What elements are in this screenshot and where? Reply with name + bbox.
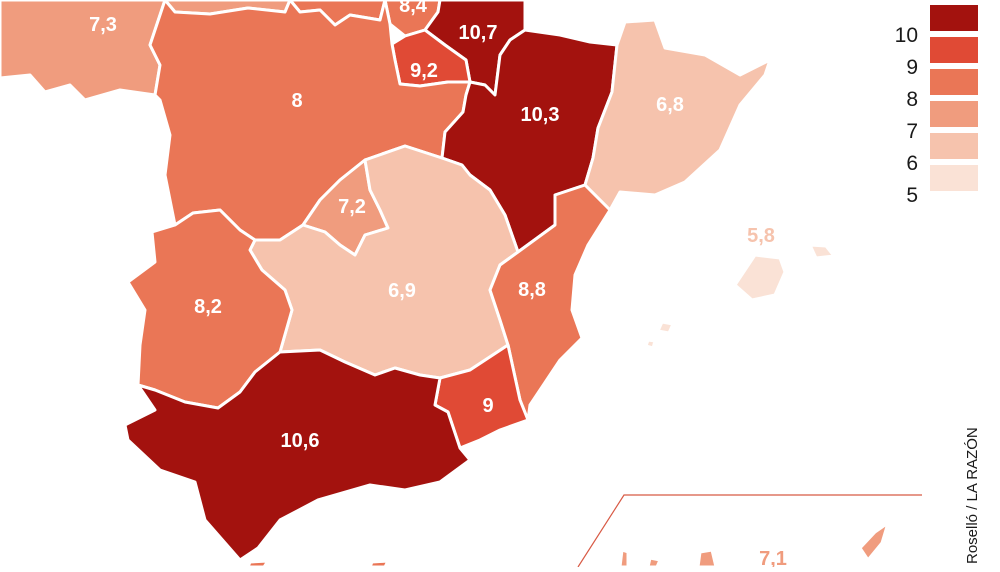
label-extremadura: 8,2 [194, 296, 222, 318]
color-legend: 10 9 8 7 6 5 [895, 5, 978, 207]
legend-swatch-5 [930, 165, 978, 191]
label-pais-vasco: 8,4 [399, 0, 428, 17]
label-canarias: 7,1 [759, 548, 787, 567]
legend-swatch-6 [930, 133, 978, 159]
label-andalucia: 10,6 [281, 430, 320, 452]
label-madrid: 7,2 [338, 196, 366, 218]
region-canarias [618, 521, 890, 569]
legend-tick-6: 6 [906, 152, 918, 175]
credit-text: Roselló / LA RAZÓN [964, 427, 981, 564]
label-galicia: 7,3 [89, 14, 117, 36]
region-melilla [368, 559, 390, 569]
region-comunidad-valenciana [488, 183, 612, 422]
legend-tick-7: 7 [906, 120, 918, 143]
label-navarra: 10,7 [459, 22, 498, 44]
label-castilla-y-leon: 8 [291, 90, 302, 112]
label-comunidad-valenciana: 8,8 [518, 279, 546, 301]
legend-swatch-8 [930, 69, 978, 95]
label-aragon: 10,3 [521, 104, 560, 126]
region-cataluna [583, 18, 772, 212]
legend-tick-9: 9 [906, 56, 918, 79]
region-ceuta [246, 559, 270, 569]
legend-swatch-9 [930, 37, 978, 63]
label-cataluna: 6,8 [656, 94, 684, 116]
canarias-inset-frame [577, 494, 922, 568]
legend-swatch-7 [930, 101, 978, 127]
region-andalucia [123, 348, 472, 562]
label-castilla-la-mancha: 6,9 [388, 280, 416, 302]
legend-tick-5: 5 [906, 184, 918, 207]
legend-tick-8: 8 [906, 88, 918, 111]
value-labels: 7,3 8,4 10,7 9,2 10,3 6,8 8 7,2 6,9 8,2 … [89, 0, 787, 570]
legend-tick-10: 10 [895, 24, 918, 47]
label-baleares: 5,8 [747, 225, 775, 247]
label-la-rioja: 9,2 [410, 60, 438, 82]
region-baleares [644, 243, 836, 350]
label-murcia: 9 [482, 395, 493, 417]
region-galicia [0, 0, 167, 102]
legend-swatch-10 [930, 5, 978, 31]
